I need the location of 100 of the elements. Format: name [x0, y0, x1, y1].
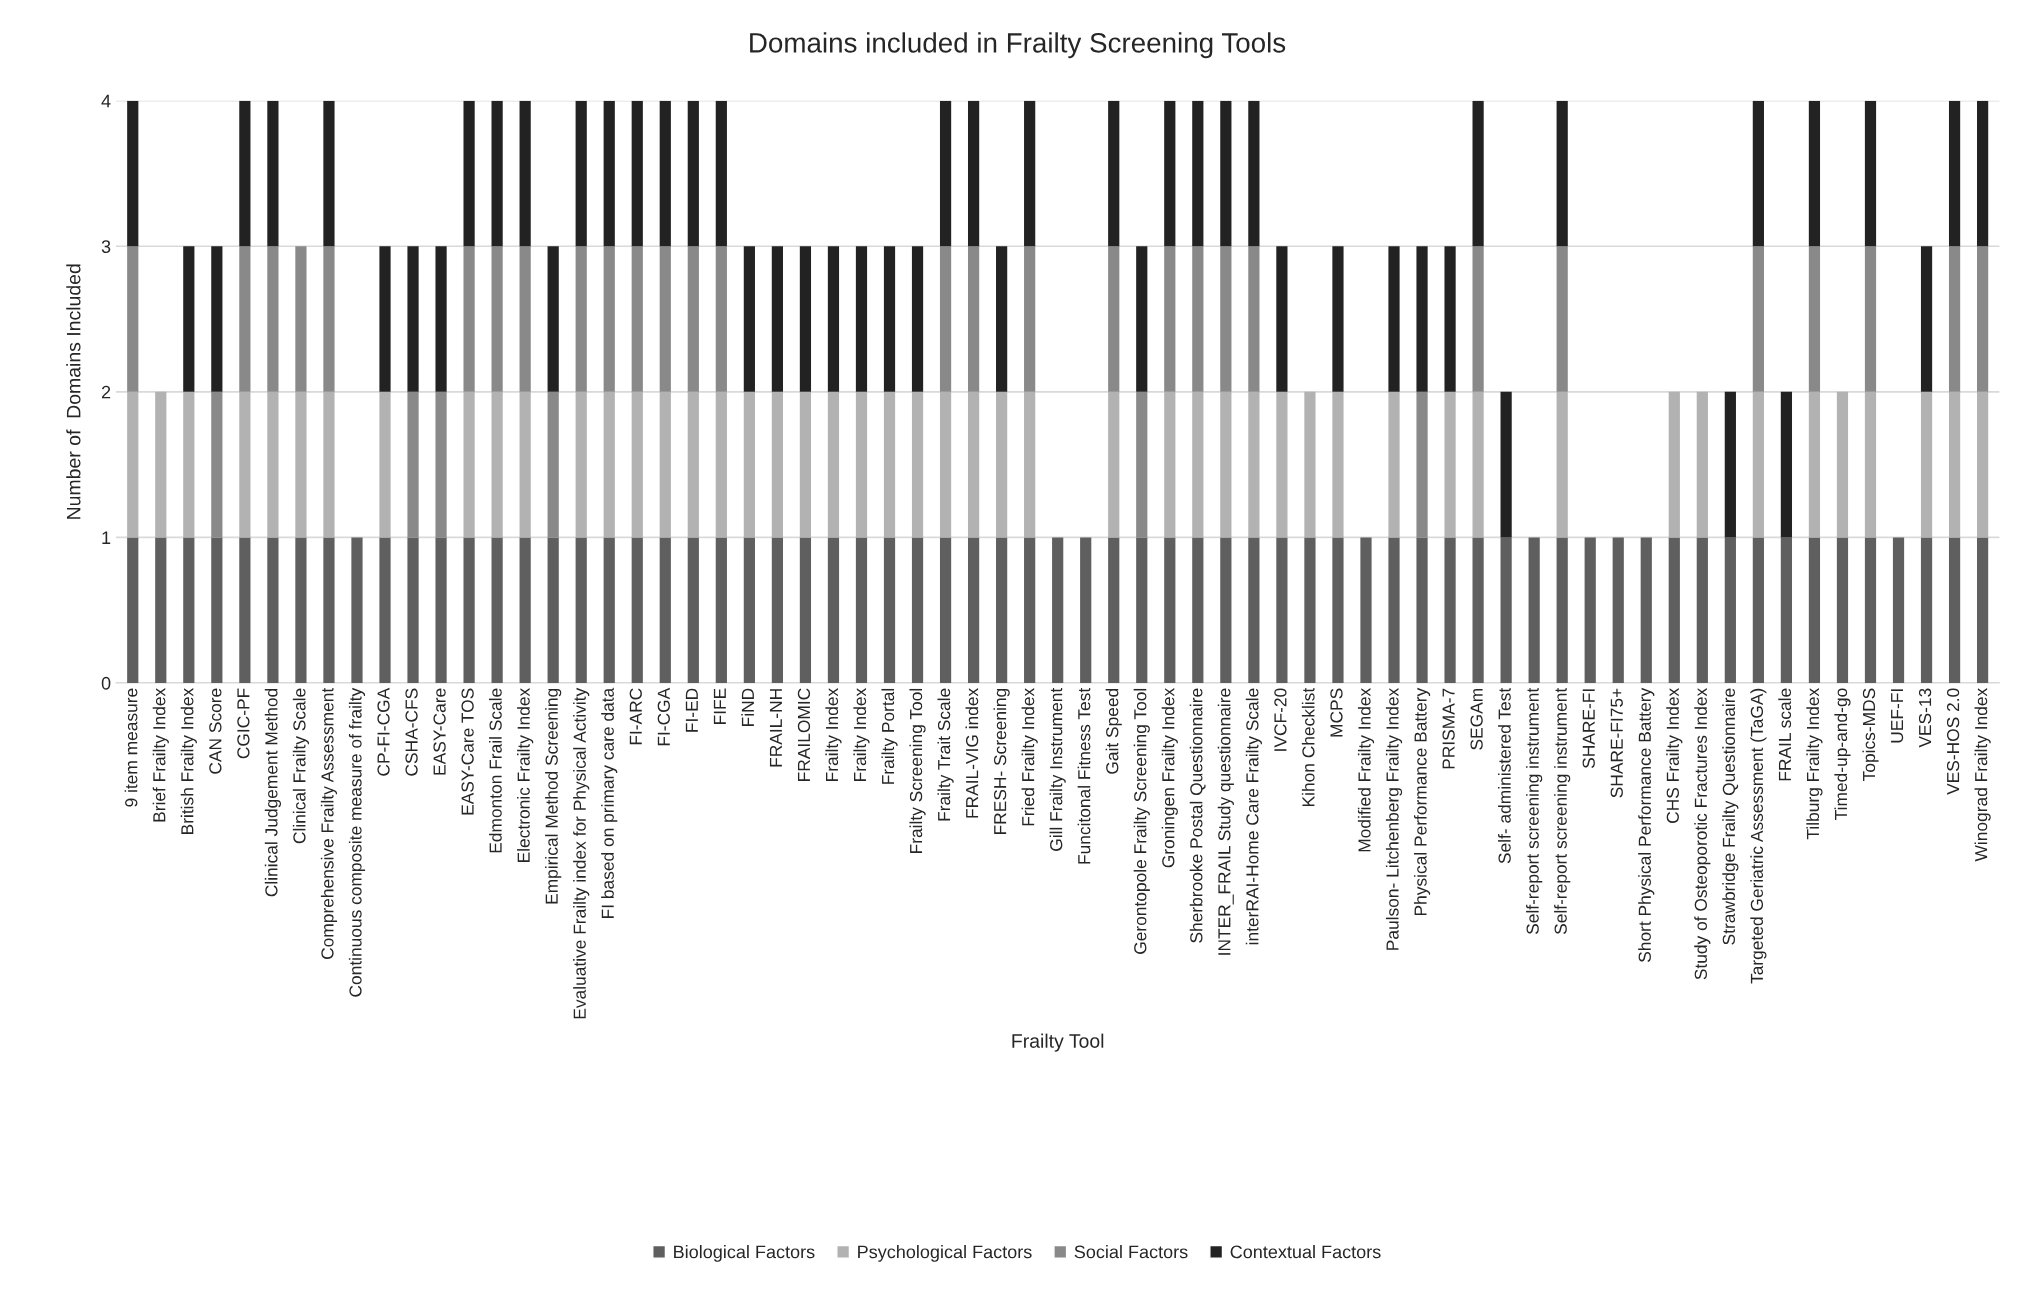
- bar: [1024, 246, 1036, 392]
- bar: [799, 537, 812, 683]
- bar: [1752, 246, 1764, 392]
- x-tick-label: FRESH- Screening: [993, 688, 1010, 834]
- bar: [211, 246, 223, 392]
- bar: [771, 246, 784, 392]
- bar: [939, 391, 952, 538]
- bar: [1052, 537, 1064, 683]
- bar: [715, 100, 727, 247]
- x-tick-label: Kihon Checklist: [1301, 687, 1315, 807]
- bar: [1108, 246, 1120, 392]
- bar: [407, 391, 419, 538]
- bar: [295, 246, 307, 392]
- bar: [799, 391, 812, 538]
- bar: [1192, 537, 1204, 683]
- bar: [1220, 391, 1232, 538]
- bar: [631, 246, 643, 392]
- bar: [631, 391, 643, 538]
- x-tick-label: FI-ED: [685, 688, 698, 732]
- bar: [323, 391, 335, 538]
- bar: [519, 246, 531, 392]
- bar: [379, 537, 391, 683]
- x-tick-label: Gerontopole Frailty Screening Tool: [1133, 688, 1150, 954]
- bar: [519, 100, 531, 247]
- bar: [295, 391, 307, 538]
- bar: [911, 537, 924, 683]
- bar: [379, 246, 391, 392]
- x-tick-label: Study of Osteoporotic Fractures Index: [1694, 687, 1711, 980]
- bar: [687, 246, 699, 392]
- bar: [1360, 537, 1372, 683]
- bar: [1864, 246, 1877, 392]
- bar: [1248, 537, 1260, 683]
- bar: [1780, 391, 1793, 538]
- bar: [1248, 391, 1260, 538]
- x-tick-label: Topics-MDS: [1862, 688, 1879, 781]
- bar: [603, 537, 615, 683]
- x-tick-label: CP-FI-CGA: [377, 687, 390, 776]
- bar: [323, 246, 335, 392]
- bar: [743, 246, 755, 392]
- bar: [996, 246, 1008, 392]
- x-tick-label: Frailty Index: [853, 687, 870, 781]
- bar: [1304, 391, 1316, 538]
- bar: [463, 246, 475, 392]
- bar: [1724, 537, 1736, 683]
- bar: [1808, 246, 1821, 392]
- bar: [547, 246, 559, 392]
- bar: [659, 100, 671, 247]
- bar: [1584, 537, 1596, 683]
- bar: [1388, 246, 1400, 392]
- y-tick-label: 2: [101, 385, 111, 399]
- bar: [575, 246, 587, 392]
- bar: [743, 537, 755, 683]
- bar: [687, 537, 699, 683]
- bar: [827, 391, 840, 538]
- bar: [603, 100, 615, 247]
- bar: [1192, 391, 1204, 538]
- bar: [127, 391, 139, 538]
- bar: [715, 391, 727, 538]
- bar: [1920, 391, 1933, 538]
- bar: [1948, 537, 1961, 683]
- x-tick-label: Groningen Frailty Index: [1161, 687, 1178, 868]
- bar: [547, 391, 559, 538]
- bar: [267, 537, 279, 683]
- bar: [827, 537, 840, 683]
- bar: [1668, 391, 1680, 538]
- bar: [1977, 100, 1989, 247]
- bar: [1724, 391, 1736, 538]
- bar: [1108, 391, 1120, 538]
- bar: [463, 537, 475, 683]
- bar: [463, 100, 475, 247]
- bar: [1164, 246, 1176, 392]
- x-tick-label: Winograd Frailty Index: [1974, 687, 1991, 862]
- legend-label: Biological Factors: [674, 1245, 815, 1262]
- bar: [127, 100, 139, 247]
- bar: [407, 246, 419, 392]
- bar: [1220, 537, 1232, 683]
- x-tick-label: Self- administered Test: [1498, 687, 1511, 864]
- bar: [1612, 537, 1624, 683]
- bar: [1836, 391, 1849, 538]
- x-tick-label: SEGAm: [1470, 688, 1483, 750]
- x-tick-label: Sherbrooke Postal Questionnaire: [1189, 688, 1206, 943]
- bar: [547, 537, 559, 683]
- bar: [267, 391, 279, 538]
- x-tick-label: Frailty Trait Scale: [937, 688, 954, 821]
- bar: [1388, 537, 1400, 683]
- bar: [323, 537, 335, 683]
- bar: [1416, 246, 1428, 392]
- bar: [491, 246, 503, 392]
- bar: [155, 537, 167, 683]
- bar: [1444, 537, 1456, 683]
- x-tick-label: CGIC-PF: [237, 688, 250, 759]
- bar: [1500, 391, 1512, 538]
- bar: [911, 391, 924, 538]
- bar: [1276, 391, 1288, 538]
- bar: [1220, 100, 1232, 247]
- bar: [967, 537, 980, 683]
- x-tick-label: Self-report screening instrument: [1526, 687, 1543, 935]
- x-tick-label: Gait Speed: [1105, 688, 1122, 774]
- bar: [1892, 537, 1905, 683]
- bar: [1752, 537, 1764, 683]
